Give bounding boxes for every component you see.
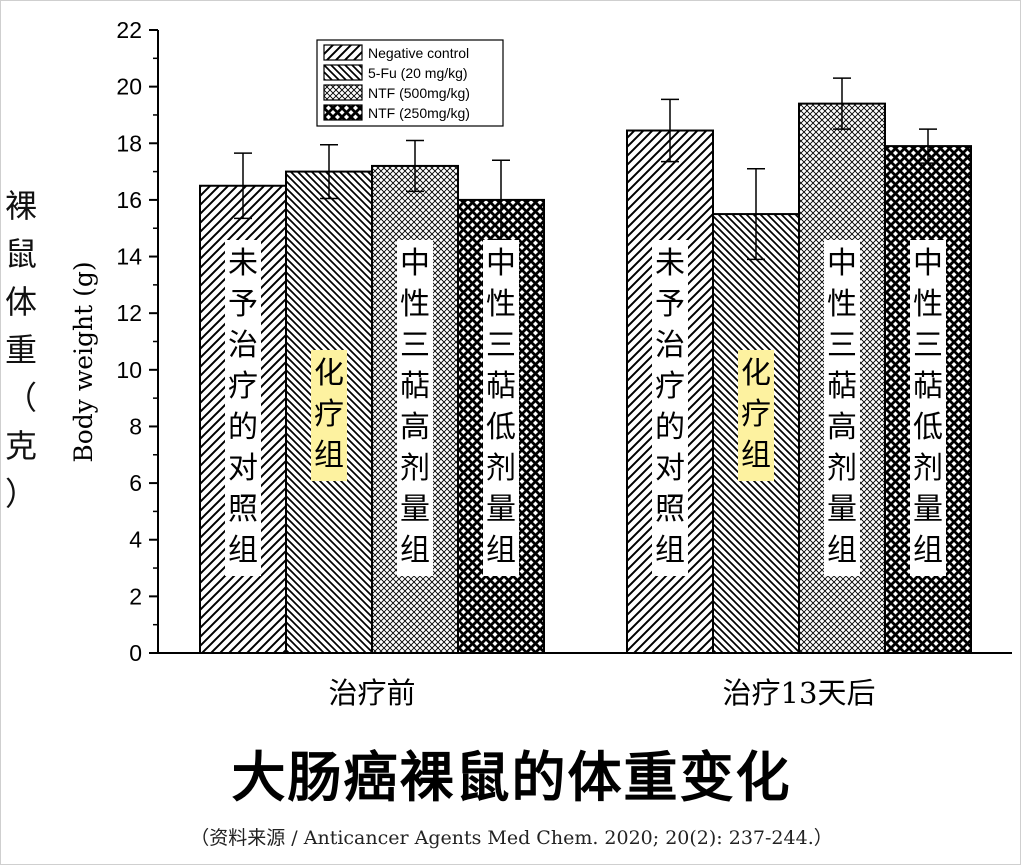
y-tick-label: 6 — [129, 470, 142, 496]
y-axis-label-chinese-char: （ — [4, 379, 37, 417]
y-tick-label: 18 — [116, 130, 142, 156]
y-axis-label: Body weight (g) — [69, 261, 98, 462]
bar-annotation: 未予治疗的对照组 — [228, 246, 258, 568]
bar-annotation-box — [738, 350, 774, 481]
legend-label: 5-Fu (20 mg/kg) — [368, 65, 468, 81]
y-tick-label: 0 — [129, 640, 142, 666]
bar-annotation: 中性三萜低剂量组 — [486, 246, 516, 568]
y-tick-label: 12 — [116, 300, 142, 326]
y-tick-label: 2 — [129, 583, 142, 609]
legend-swatch — [323, 84, 363, 101]
bar-annotation: 化疗组 — [741, 356, 771, 473]
bar-annotation-box — [225, 240, 261, 576]
y-tick-label: 10 — [116, 357, 142, 383]
x-category-label: 治疗13天后 — [723, 676, 876, 710]
legend-swatch — [323, 64, 363, 81]
y-tick-label: 16 — [116, 187, 142, 213]
y-axis-label-chinese-char: 重 — [4, 331, 37, 369]
chart-title: 大肠癌裸鼠的体重变化 — [231, 745, 792, 809]
legend-swatch — [323, 44, 363, 61]
source-citation: （资料来源 / Anticancer Agents Med Chem. 2020… — [190, 827, 833, 849]
bar-annotation-box — [311, 350, 347, 481]
y-tick-label: 22 — [116, 17, 142, 43]
bar-annotation: 中性三萜低剂量组 — [913, 246, 943, 568]
y-tick-label: 14 — [116, 244, 142, 270]
bar-annotation-box — [483, 240, 519, 576]
y-tick-label: 20 — [116, 74, 142, 100]
legend-label: NTF (250mg/kg) — [368, 105, 470, 121]
bar-annotation-box — [910, 240, 946, 576]
bar-annotation: 未予治疗的对照组 — [655, 246, 685, 568]
bar-annotation-box — [824, 240, 860, 576]
bar-annotation-box — [397, 240, 433, 576]
y-axis-label-chinese-char: 鼠 — [4, 235, 37, 273]
y-tick-label: 8 — [129, 413, 142, 439]
bar-annotation-box — [652, 240, 688, 576]
y-axis-label-chinese: 裸鼠体重 （ 克 ） — [4, 182, 38, 518]
legend-label: NTF (500mg/kg) — [368, 85, 470, 101]
legend-label: Negative control — [368, 45, 469, 61]
y-axis-label-chinese-char: 克 — [4, 427, 37, 465]
x-category-label: 治疗前 — [328, 676, 415, 710]
bar-chart: 0 2 4 6 8 10 12 14 16 18 20 22 Body weight (g) 未予治疗的… — [69, 17, 1012, 710]
bar-annotation: 中性三萜高剂量组 — [827, 246, 857, 568]
y-axis-label-chinese-char: 体 — [4, 283, 37, 321]
bar-annotation: 中性三萜高剂量组 — [400, 246, 430, 568]
y-tick-label: 4 — [129, 527, 142, 553]
y-axis-label-chinese-char: 裸 — [4, 187, 37, 225]
y-axis-label-chinese-char: ） — [4, 475, 37, 513]
legend-swatch — [323, 104, 363, 121]
bar-annotation: 化疗组 — [314, 356, 344, 473]
